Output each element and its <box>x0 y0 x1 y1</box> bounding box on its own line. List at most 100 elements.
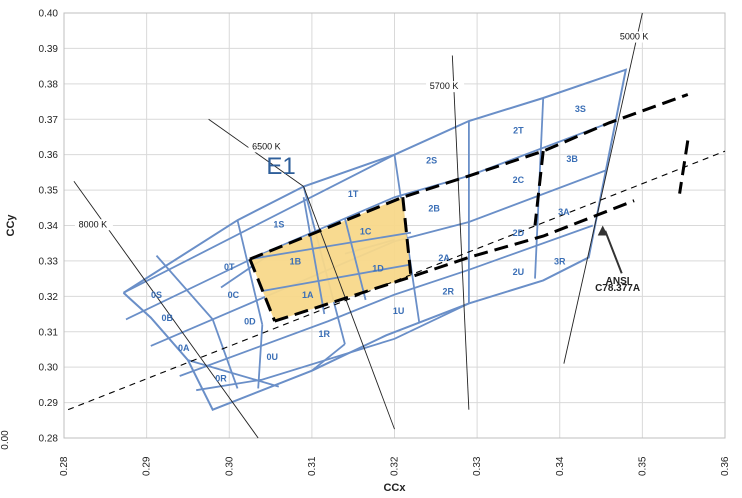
cct-label: 5000 K <box>620 32 649 42</box>
cct-line <box>208 118 304 187</box>
x-tick-label: 0.35 <box>637 456 648 476</box>
cropped-tick-label: 0.00 <box>0 430 11 450</box>
bin-label-1r: 1R <box>319 329 331 339</box>
bin-label-2d: 2D <box>513 228 525 238</box>
cct-label-bg <box>248 141 287 153</box>
y-axis-title: CCy <box>5 214 17 237</box>
cct-label-bg <box>74 219 113 231</box>
highlight-divider <box>262 263 412 292</box>
plot-frame <box>63 12 726 439</box>
bin-label-2s: 2S <box>426 156 437 166</box>
highlight-divider <box>344 218 367 301</box>
bin-divider <box>155 255 214 320</box>
x-tick-label: 0.34 <box>555 456 566 476</box>
annotation-arrow <box>597 225 623 274</box>
bin-divider <box>534 97 545 279</box>
bins-outline <box>122 68 628 411</box>
x-tick-label: 0.36 <box>720 456 731 476</box>
x-tick-label: 0.30 <box>224 456 235 476</box>
bin-label-1a: 1A <box>302 290 314 300</box>
bin-label-2b: 2B <box>428 203 440 213</box>
y-tick-label: 0.34 <box>39 221 59 232</box>
bin-label-3r: 3R <box>554 256 566 266</box>
bin-label-0r: 0R <box>215 373 227 383</box>
bin-label-0b: 0B <box>162 313 174 323</box>
bin-label-2u: 2U <box>513 267 525 277</box>
bin-labels: 0S 0T 0B 0C 0A 0D 0R 0U 1S 1T 1B 1C 1A 1D 1R 1U 2S 2T 2B 2C… <box>151 104 586 383</box>
heavy-dashed-boundary <box>678 140 690 194</box>
arrow-head <box>597 225 608 236</box>
bin-divider <box>179 224 594 377</box>
cct-label: 6500 K <box>252 141 281 151</box>
y-tick-label: 0.33 <box>39 256 59 267</box>
cct-label: 5700 K <box>430 81 459 91</box>
y-tick-label: 0.30 <box>39 363 59 374</box>
bin-label-1u: 1U <box>393 306 405 316</box>
bin-label-2a: 2A <box>438 253 450 263</box>
cct-line <box>451 55 470 410</box>
heavy-dashed-boundary <box>533 150 545 226</box>
bin-label-1s: 1S <box>273 219 284 229</box>
bin-label-1t: 1T <box>348 189 359 199</box>
cct-lines: 8000 K 6500 K 5700 K 5000 K <box>73 12 655 439</box>
bin-label-1c: 1C <box>360 226 372 236</box>
y-tick-label: 0.40 <box>39 9 59 20</box>
x-tick-label: 0.33 <box>472 456 483 476</box>
cct-label-bg <box>616 31 655 43</box>
y-tick-label: 0.37 <box>39 115 59 126</box>
bin-divider <box>123 153 395 294</box>
x-tick-label: 0.28 <box>59 456 70 476</box>
heavy-dashed-boundary <box>248 258 277 322</box>
cct-label: 8000 K <box>79 219 108 229</box>
bin-label-2r: 2R <box>442 287 454 297</box>
bin-divider <box>196 302 470 392</box>
y-tick-label: 0.28 <box>39 434 59 445</box>
y-tick-label: 0.35 <box>39 186 59 197</box>
bin-divider <box>187 359 280 388</box>
bin-divider <box>125 121 610 321</box>
bin-divider <box>211 319 239 389</box>
bin-label-1b: 1B <box>290 256 302 266</box>
y-tick-label: 0.29 <box>39 398 59 409</box>
bin-label-3b: 3B <box>566 154 578 164</box>
heavy-dashed-boundary <box>401 197 413 278</box>
x-tick-label: 0.29 <box>142 456 153 476</box>
highlight-divider <box>302 197 326 315</box>
bin-label-0t: 0T <box>224 262 235 272</box>
y-tick-label: 0.31 <box>39 327 59 338</box>
bin-label-0u: 0U <box>266 352 278 362</box>
ansi-standard-label: C78.377A <box>595 283 640 294</box>
y-tick-label: 0.32 <box>39 292 59 303</box>
x-axis-title: CCx <box>383 482 406 494</box>
y-tick-label: 0.39 <box>39 44 59 55</box>
y-tick-label: 0.38 <box>39 79 59 90</box>
ansi-label: ANSI <box>606 276 630 287</box>
bin-label-0s: 0S <box>151 290 162 300</box>
x-tick-label: 0.31 <box>307 456 318 476</box>
axes: 0.28 0.29 0.30 0.31 0.32 0.33 0.34 0.35 0.36 0.28… <box>39 9 731 477</box>
heavy-dashed-boundary <box>274 199 635 323</box>
dashed-boundaries <box>67 93 726 411</box>
arrow-shaft <box>604 230 623 274</box>
bin-label-3s: 3S <box>575 104 586 114</box>
bin-label-1d: 1D <box>372 264 384 274</box>
chart-texts: CCx CCy 0.00 E1 ANSI C78.377A <box>0 153 640 494</box>
heavy-dashed-boundary <box>249 93 689 261</box>
region-label: E1 <box>266 153 295 180</box>
bin-divider <box>257 324 264 389</box>
bin-label-0a: 0A <box>178 343 190 353</box>
bin-label-2c: 2C <box>513 175 525 185</box>
highlight-divider <box>249 231 412 260</box>
x-tick-label: 0.32 <box>390 456 401 476</box>
y-tick-label: 0.36 <box>39 150 59 161</box>
bin-divider <box>236 219 264 325</box>
bin-polygons <box>122 68 628 411</box>
cct-line <box>563 12 643 364</box>
bin-label-0d: 0D <box>244 317 256 327</box>
bin-label-0c: 0C <box>228 290 240 300</box>
cct-label-bg <box>426 81 465 93</box>
bin-divider <box>311 343 346 372</box>
bin-label-2t: 2T <box>513 125 524 135</box>
cct-line <box>303 186 395 430</box>
